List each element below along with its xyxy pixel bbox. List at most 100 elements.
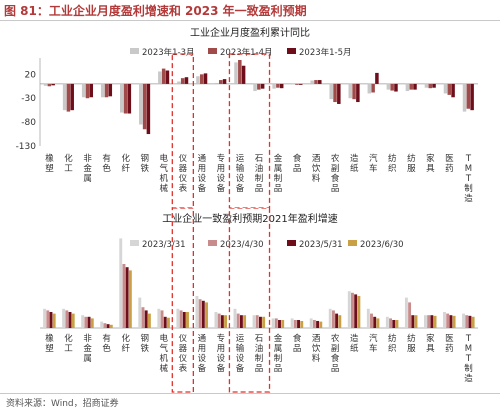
x-tick-label-char: 品 bbox=[255, 364, 264, 374]
x-tick-label-char: 工 bbox=[64, 344, 73, 354]
x-tick-label-char: 食 bbox=[293, 153, 302, 164]
bar bbox=[180, 78, 185, 84]
bar bbox=[354, 294, 358, 328]
bar bbox=[352, 83, 356, 100]
bar bbox=[62, 83, 67, 111]
bar bbox=[127, 83, 132, 114]
legend2-swatch bbox=[130, 240, 139, 246]
x-tick-label-char: 铁 bbox=[140, 343, 149, 354]
bar bbox=[87, 316, 91, 328]
bar bbox=[276, 83, 280, 88]
bar bbox=[85, 83, 90, 99]
bar bbox=[196, 76, 200, 84]
x-tick-label-char: 用 bbox=[217, 344, 226, 354]
x-tick-label-char: 农 bbox=[331, 153, 340, 164]
x-tick-label-char: 汽 bbox=[369, 333, 378, 344]
bar bbox=[347, 291, 351, 328]
y-tick-label: -80 bbox=[21, 118, 36, 128]
bar bbox=[373, 316, 377, 328]
x-tick-label-char: 饮 bbox=[312, 163, 321, 174]
bar bbox=[160, 310, 164, 328]
bar bbox=[443, 312, 446, 328]
x-tick-label-char: 设 bbox=[217, 353, 226, 364]
bar bbox=[144, 310, 148, 328]
bar bbox=[139, 83, 143, 125]
y-tick-label: 20 bbox=[25, 70, 37, 80]
x-tick-label: 酒饮料 bbox=[312, 154, 321, 184]
bar bbox=[104, 83, 109, 98]
x-tick-label-char: 料 bbox=[312, 173, 321, 184]
x-tick-label-char: 备 bbox=[198, 363, 207, 374]
bar bbox=[376, 318, 380, 328]
x-tick-label-char: 油 bbox=[255, 343, 264, 354]
x-tick-label-char: 医 bbox=[445, 154, 454, 164]
x-tick-label-char: 家 bbox=[426, 153, 435, 164]
bar bbox=[255, 315, 259, 328]
x-tick-label-char: 表 bbox=[179, 363, 188, 374]
x-tick-label-char: 属 bbox=[274, 164, 283, 174]
x-tick-label-char: 汽 bbox=[369, 153, 378, 164]
bar bbox=[443, 83, 448, 94]
x-tick-label-char: 化 bbox=[121, 153, 130, 164]
x-tick-label: 纺织 bbox=[388, 153, 397, 174]
bar bbox=[125, 267, 129, 328]
x-tick-label-char: 油 bbox=[255, 163, 264, 174]
bar bbox=[449, 315, 453, 328]
x-tick-label-char: 橡 bbox=[45, 333, 54, 344]
x-tick-label-char: 通 bbox=[198, 333, 207, 344]
bar bbox=[238, 60, 242, 84]
x-tick-label: 医药 bbox=[445, 334, 454, 354]
bar bbox=[220, 315, 224, 328]
legend2-label: 2023/3/31 bbox=[142, 240, 186, 250]
x-tick-label: 纺织 bbox=[388, 333, 397, 354]
x-tick-label: 汽车 bbox=[369, 153, 378, 174]
x-tick-label-char: 化 bbox=[64, 333, 73, 344]
x-tick-label-char: 制 bbox=[255, 173, 264, 184]
x-tick-label-char: 钢 bbox=[140, 333, 149, 344]
x-tick-label-char: 具 bbox=[426, 164, 435, 174]
x-tick-label-char: 料 bbox=[312, 353, 321, 364]
x-tick-label-char: 酒 bbox=[312, 334, 321, 344]
x-tick-label-char: 服 bbox=[407, 344, 416, 354]
bar bbox=[243, 315, 247, 328]
bar bbox=[259, 316, 262, 328]
x-tick-label: 食品 bbox=[293, 333, 302, 354]
bar bbox=[338, 315, 342, 328]
x-tick-label-char: 纺 bbox=[407, 153, 416, 164]
bar bbox=[274, 318, 278, 328]
x-tick-label: 钢铁 bbox=[140, 153, 149, 174]
bar bbox=[46, 310, 50, 328]
legend2-swatch bbox=[287, 240, 296, 246]
figure-title: 图 81：工业企业月度盈利增速和 2023 年一致盈利预期 bbox=[4, 4, 307, 18]
x-tick-label-char: M bbox=[465, 164, 472, 174]
bar bbox=[367, 83, 372, 94]
x-tick-label-char: 工 bbox=[64, 164, 73, 174]
bar bbox=[470, 83, 474, 111]
x-tick-label: 酒饮料 bbox=[312, 334, 321, 364]
x-tick-label-char: 副 bbox=[331, 343, 340, 354]
bar bbox=[239, 315, 243, 328]
x-tick-label-char: T bbox=[465, 174, 472, 184]
x-tick-label: 有色 bbox=[102, 333, 111, 354]
x-tick-label-char: 造 bbox=[350, 153, 359, 164]
x-tick-label: 家具 bbox=[426, 333, 435, 354]
bottom-rule bbox=[0, 393, 500, 394]
bar bbox=[81, 315, 85, 328]
bar bbox=[432, 83, 436, 88]
x-tick-label-char: 金 bbox=[83, 163, 92, 174]
x-tick-label-char: 酒 bbox=[312, 154, 321, 164]
bar bbox=[70, 83, 74, 111]
bar bbox=[241, 65, 246, 84]
bar bbox=[205, 302, 208, 328]
x-tick-label-char: 化 bbox=[64, 153, 73, 164]
x-tick-label-char: 属 bbox=[83, 354, 92, 364]
x-tick-label-char: 织 bbox=[388, 343, 397, 354]
